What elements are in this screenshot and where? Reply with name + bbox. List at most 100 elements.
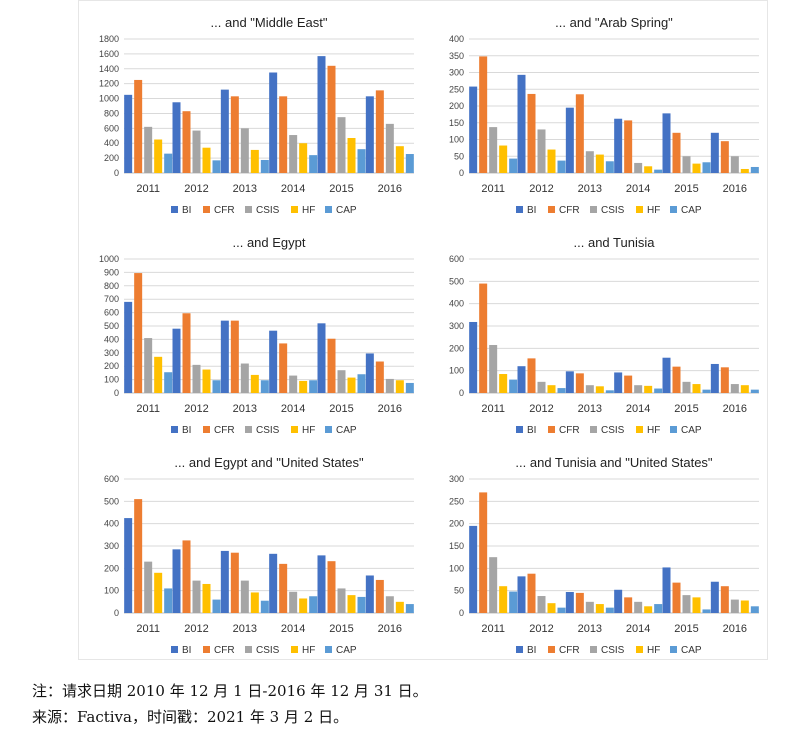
legend-label: BI	[527, 425, 536, 436]
y-tick-label: 100	[104, 586, 119, 596]
x-tick-label: 2015	[329, 183, 353, 195]
legend-label: HF	[302, 645, 315, 656]
y-tick-label: 1800	[99, 34, 119, 44]
legend-swatch-csis	[245, 426, 252, 433]
bar-csis-2013	[240, 363, 249, 393]
bar-hf-2013	[250, 592, 259, 613]
y-tick-label: 1200	[99, 79, 119, 89]
legend-label: HF	[647, 425, 660, 436]
x-tick-label: 2011	[136, 403, 160, 415]
legend-swatch-hf	[636, 646, 643, 653]
bar-bi-2011	[469, 525, 478, 613]
bar-bi-2013	[220, 320, 229, 393]
bar-cap-2015	[357, 149, 366, 173]
bar-cap-2011	[509, 591, 518, 613]
legend-swatch-cap	[325, 206, 332, 213]
bar-hf-2013	[595, 154, 604, 173]
bar-hf-2011	[499, 145, 508, 173]
legend-swatch-cfr	[548, 206, 555, 213]
bar-cfr-2013	[575, 592, 584, 613]
bar-bi-2015	[662, 357, 671, 393]
y-tick-label: 150	[449, 541, 464, 551]
bar-cap-2011	[164, 153, 173, 173]
legend-swatch-bi	[516, 426, 523, 433]
bar-cfr-2016	[720, 141, 729, 173]
legend-swatch-cap	[670, 426, 677, 433]
x-tick-label: 2016	[378, 623, 402, 635]
bar-cfr-2014	[624, 375, 633, 393]
legend-item-hf: HF	[636, 645, 660, 656]
legend-label: BI	[182, 205, 191, 216]
legend-item-cfr: CFR	[203, 425, 235, 436]
bar-cap-2014	[654, 169, 663, 173]
x-tick-label: 2015	[674, 183, 698, 195]
legend-item-cfr: CFR	[548, 645, 580, 656]
y-tick-label: 500	[104, 496, 119, 506]
bar-cap-2012	[212, 160, 221, 173]
bar-bi-2015	[662, 567, 671, 613]
y-tick-label: 200	[104, 361, 119, 371]
bar-cap-2013	[260, 380, 269, 393]
legend-swatch-hf	[291, 646, 298, 653]
bar-cfr-2011	[479, 283, 488, 393]
bar-hf-2014	[299, 380, 308, 393]
x-tick-label: 2012	[184, 403, 208, 415]
bar-cfr-2016	[720, 586, 729, 613]
chart-panel-egypt: ... and Egypt 0 100 200 300 400 500 600 700 800 90…	[79, 221, 424, 441]
legend-swatch-bi	[171, 426, 178, 433]
bar-hf-2013	[595, 386, 604, 393]
y-tick-label: 0	[114, 168, 119, 178]
bar-hf-2015	[692, 163, 701, 173]
bar-csis-2012	[537, 129, 546, 173]
legend-item-cap: CAP	[325, 205, 357, 216]
bar-hf-2016	[395, 146, 404, 173]
bar-hf-2013	[250, 149, 259, 173]
legend-item-cap: CAP	[325, 645, 357, 656]
x-tick-label: 2014	[281, 403, 305, 415]
y-tick-label: 300	[449, 321, 464, 331]
legend-label: CAP	[681, 645, 702, 656]
bar-cap-2014	[309, 596, 318, 613]
bar-cap-2015	[702, 609, 711, 613]
figure-footer: 注：请求日期 2010 年 12 月 1 日-2016 年 12 月 31 日。…	[32, 678, 428, 730]
bar-csis-2016	[730, 599, 739, 613]
bar-csis-2011	[144, 561, 153, 613]
bar-hf-2015	[692, 597, 701, 613]
bar-hf-2012	[202, 583, 211, 613]
legend-label: BI	[182, 425, 191, 436]
bar-cfr-2015	[327, 65, 336, 173]
source-note: 来源：Factiva，时间戳：2021 年 3 月 2 日。	[32, 708, 349, 726]
bar-csis-2014	[634, 162, 643, 173]
legend-label: CFR	[214, 645, 235, 656]
bar-csis-2016	[385, 596, 394, 613]
legend-label: BI	[182, 645, 191, 656]
legend-label: CSIS	[601, 645, 625, 656]
y-tick-label: 200	[104, 563, 119, 573]
bar-csis-2014	[634, 385, 643, 393]
bar-csis-2011	[144, 338, 153, 393]
bar-bi-2012	[172, 102, 181, 173]
bar-cfr-2012	[182, 313, 191, 393]
chart-panel-egypt-us: ... and Egypt and "United States" 0 100 200…	[79, 441, 424, 661]
legend-item-cfr: CFR	[203, 645, 235, 656]
y-tick-label: 200	[449, 343, 464, 353]
legend-label: CAP	[336, 645, 357, 656]
bar-cap-2015	[357, 374, 366, 393]
legend-label: BI	[527, 205, 536, 216]
date-range-note: 注：请求日期 2010 年 12 月 1 日-2016 年 12 月 31 日。	[32, 682, 428, 700]
legend-item-bi: BI	[516, 425, 536, 436]
bar-cfr-2014	[279, 563, 288, 613]
legend-item-bi: BI	[516, 205, 536, 216]
legend-item-cap: CAP	[670, 205, 702, 216]
legend-label: CAP	[336, 425, 357, 436]
x-tick-label: 2015	[329, 403, 353, 415]
bar-cap-2016	[405, 382, 414, 393]
legend-label: CFR	[559, 205, 580, 216]
bar-chart-arab-spring: ... and "Arab Spring" 0 50 100 150 200 250 300 3…	[449, 15, 759, 216]
y-tick-label: 100	[449, 366, 464, 376]
legend-swatch-cap	[325, 426, 332, 433]
bar-cfr-2013	[230, 320, 239, 393]
legend-swatch-csis	[590, 426, 597, 433]
legend-swatch-csis	[245, 206, 252, 213]
chart-title: ... and Egypt	[233, 235, 306, 250]
